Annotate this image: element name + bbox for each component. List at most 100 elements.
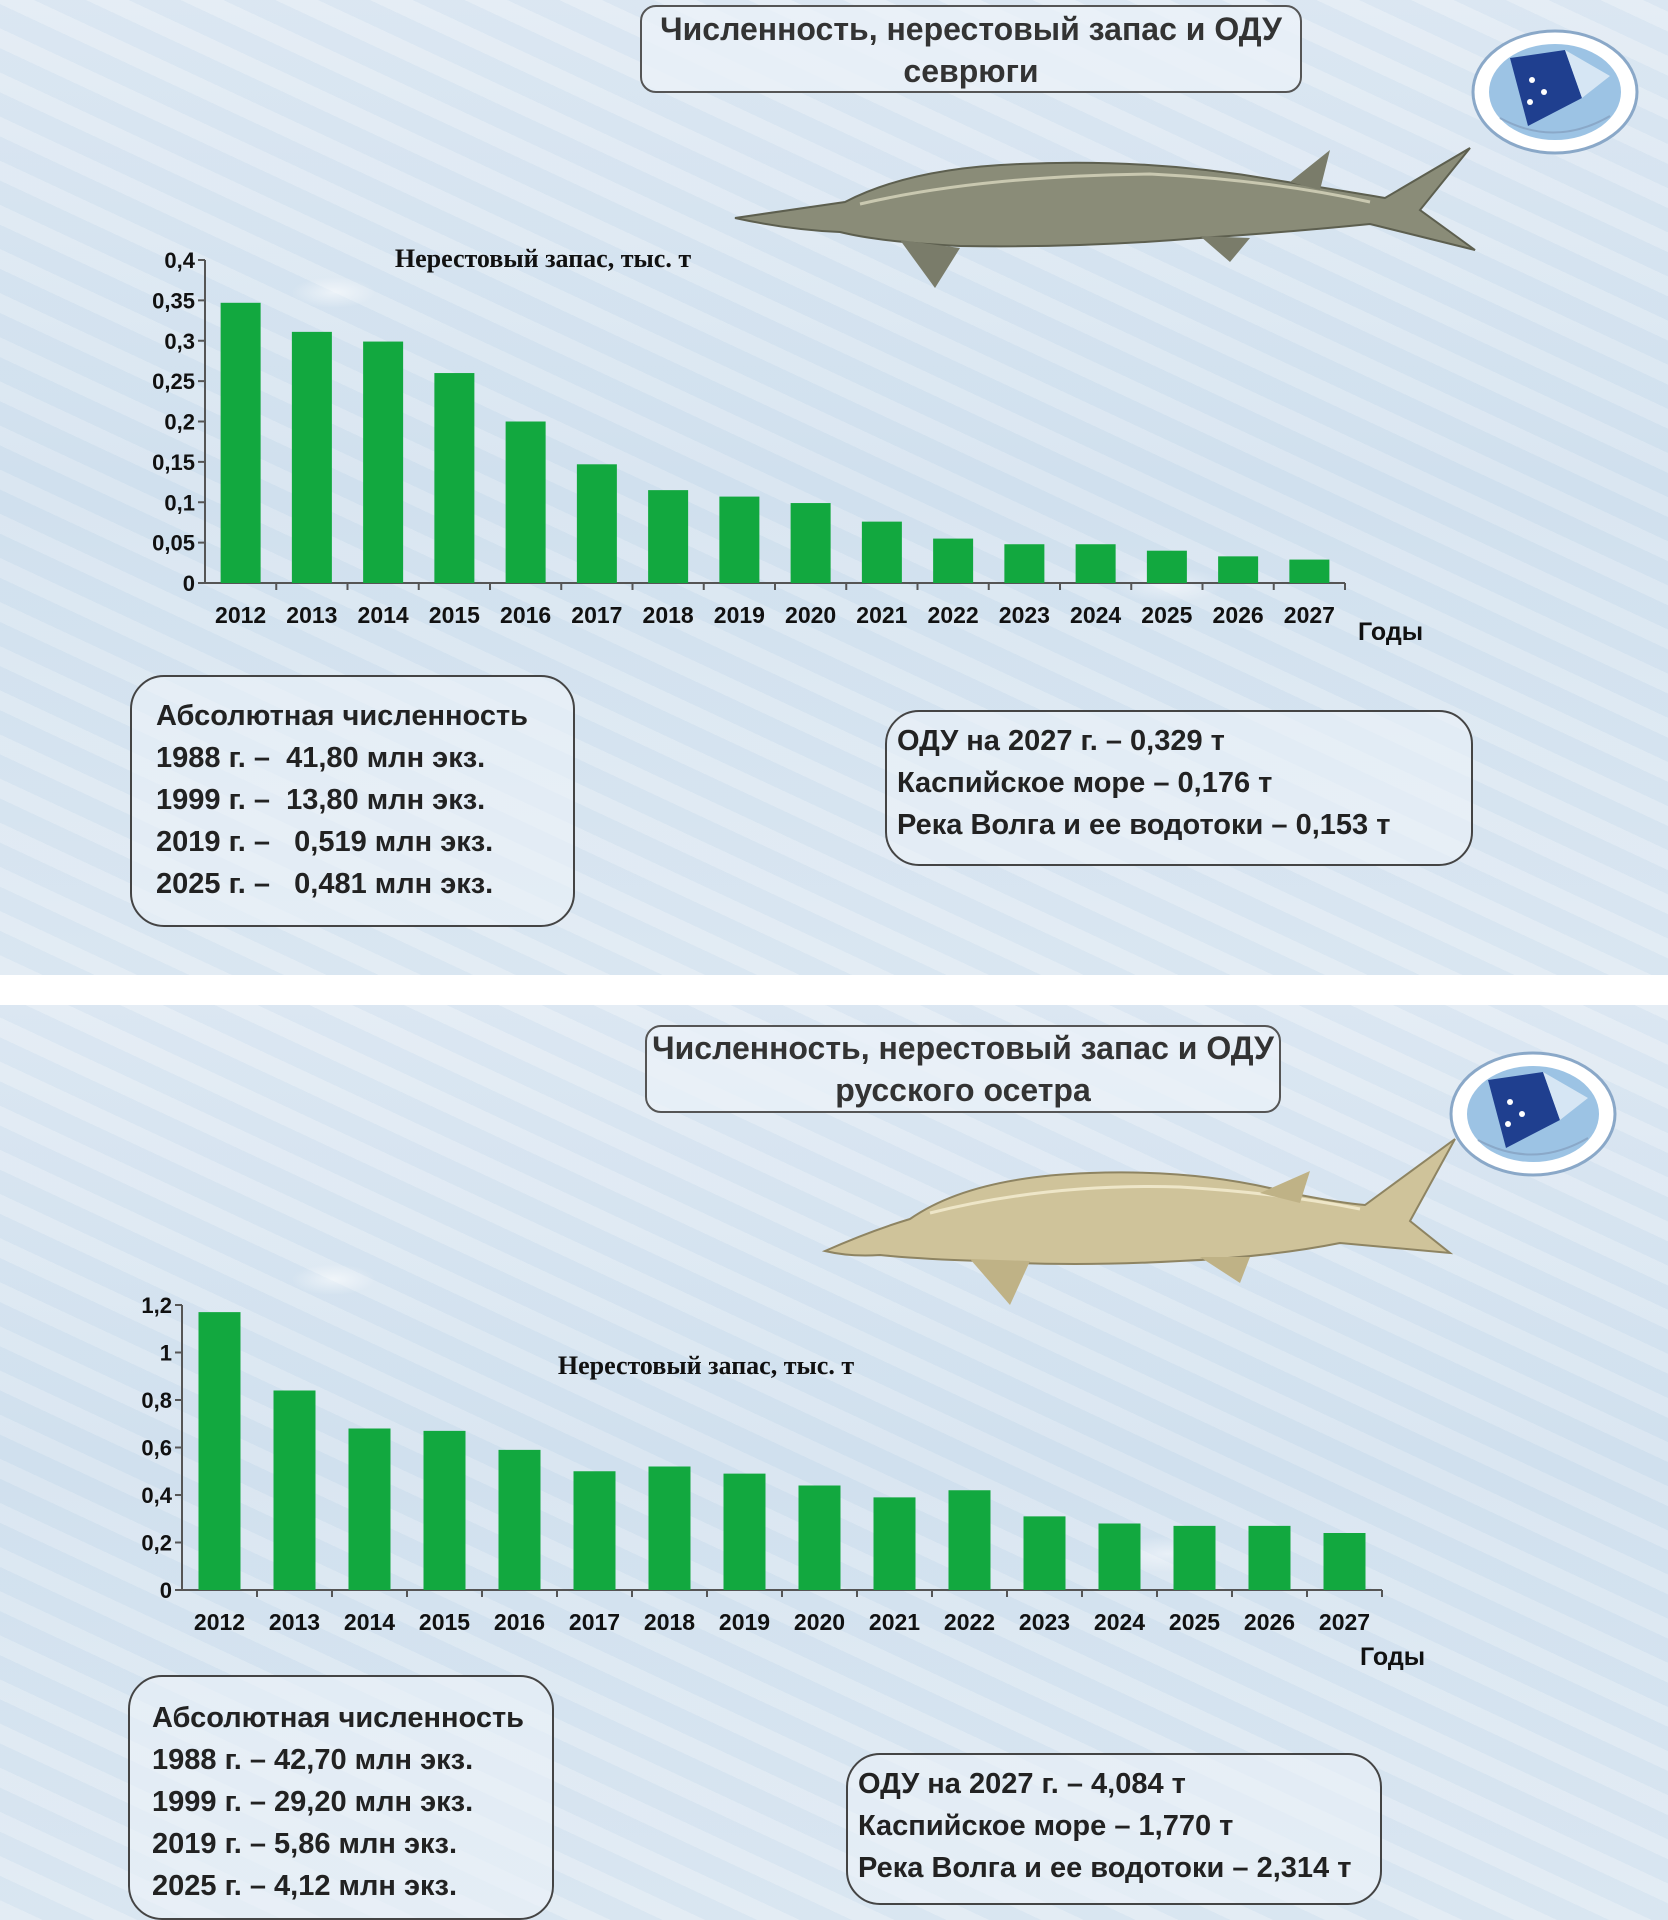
x-tick-label: 2017 [571, 602, 622, 628]
abs-count-line: 1999 г. – 13,80 млн экз. [156, 784, 486, 816]
x-tick-label: 2027 [1319, 1609, 1370, 1635]
slide-title-line1: Численность, нерестовый запас и ОДУ [652, 1030, 1274, 1066]
abs-count-box: Абсолютная численность 1988 г. – 42,70 м… [128, 1675, 554, 1920]
x-tick-label: 2017 [569, 1609, 620, 1635]
bar [1075, 544, 1116, 583]
y-tick-label: 0,05 [152, 531, 195, 556]
y-tick-label: 0,2 [164, 410, 195, 435]
bar [291, 331, 332, 583]
x-tick-label: 2019 [719, 1609, 770, 1635]
y-tick-label: 1 [160, 1341, 172, 1366]
y-tick-label: 0 [183, 571, 195, 596]
x-tick-label: 2024 [1094, 1609, 1145, 1635]
bar [790, 503, 831, 583]
x-tick-label: 2018 [644, 1609, 695, 1635]
y-tick-label: 0,6 [141, 1436, 172, 1461]
bar [1004, 544, 1045, 583]
abs-count-line: 2025 г. – 0,481 млн экз. [156, 868, 494, 900]
abs-count-line: 1988 г. – 42,70 млн экз. [152, 1744, 474, 1776]
x-tick-label: 2020 [785, 602, 836, 628]
x-tick-label: 2020 [794, 1609, 845, 1635]
bar [363, 341, 404, 583]
vniro-logo-icon [1471, 29, 1639, 155]
bar [273, 1390, 316, 1590]
x-tick-label: 2016 [500, 602, 551, 628]
bar [948, 1490, 991, 1590]
bar [198, 1312, 241, 1590]
x-tick-label: 2015 [429, 602, 480, 628]
slide-russian-sturgeon: Численность, нерестовый запас и ОДУ русс… [0, 1005, 1668, 1920]
x-tick-label: 2026 [1213, 602, 1264, 628]
bar-chart-russian-sturgeon: 0 0,2 0,4 0,6 0,8 1 1,2 2012 2013 2014 2015 2016 201… [141, 1293, 1425, 1671]
y-tick-label: 0,4 [164, 248, 195, 273]
y-tick-label: 0 [160, 1578, 172, 1603]
odu-line: Каспийское море – 0,176 т [897, 767, 1273, 799]
abs-count-line: 2019 г. – 0,519 млн экз. [156, 826, 494, 858]
x-tick-label: 2025 [1141, 602, 1192, 628]
x-tick-label: 2012 [194, 1609, 245, 1635]
odu-box: ОДУ на 2027 г. – 4,084 т Каспийское море… [846, 1753, 1382, 1905]
x-tick-label: 2027 [1284, 602, 1335, 628]
slide-title-line2: севрюги [903, 53, 1039, 89]
x-tick-label: 2014 [358, 602, 409, 628]
x-tick-label: 2022 [928, 602, 979, 628]
y-tick-label: 0,1 [164, 490, 195, 515]
odu-line: Река Волга и ее водотоки – 0,153 т [897, 809, 1391, 841]
x-tick-label: 2022 [944, 1609, 995, 1635]
y-tick-label: 0,25 [152, 369, 195, 394]
x-tick-label: 2013 [269, 1609, 320, 1635]
bar [723, 1473, 766, 1590]
abs-count-box: Абсолютная численность 1988 г. – 41,80 м… [130, 675, 575, 927]
x-tick-label: 2018 [643, 602, 694, 628]
x-tick-label: 2016 [494, 1609, 545, 1635]
chart-title: Нерестовый запас, тыс. т [395, 244, 691, 273]
sturgeon-fish-icon [734, 147, 1476, 288]
bar [423, 1430, 466, 1590]
x-tick-label: 2015 [419, 1609, 470, 1635]
abs-count-line: 1999 г. – 29,20 млн экз. [152, 1786, 474, 1818]
x-tick-label: 2021 [856, 602, 907, 628]
x-tick-label: 2019 [714, 602, 765, 628]
odu-line: ОДУ на 2027 г. – 0,329 т [897, 725, 1225, 757]
bar [434, 373, 475, 583]
slide-title-line2: русского осетра [835, 1072, 1091, 1108]
abs-count-line: 2019 г. – 5,86 млн экз. [152, 1828, 457, 1860]
y-tick-label: 0,35 [152, 288, 195, 313]
bar [1146, 550, 1187, 583]
bar [498, 1449, 541, 1590]
x-tick-label: 2012 [215, 602, 266, 628]
bar [505, 421, 546, 583]
vniro-logo-icon [1449, 1051, 1617, 1177]
bar [1173, 1525, 1216, 1590]
bar [648, 490, 689, 583]
x-tick-label: 2026 [1244, 1609, 1295, 1635]
abs-count-line: 1988 г. – 41,80 млн экз. [156, 742, 486, 774]
abs-count-title: Абсолютная численность [152, 1702, 524, 1734]
odu-line: ОДУ на 2027 г. – 4,084 т [858, 1768, 1186, 1800]
bar [1218, 556, 1259, 583]
bar [861, 521, 902, 583]
bar [1323, 1533, 1366, 1590]
bar [220, 302, 261, 583]
bar [1248, 1525, 1291, 1590]
x-axis-title: Годы [1358, 618, 1423, 646]
x-tick-label: 2023 [999, 602, 1050, 628]
x-tick-label: 2024 [1070, 602, 1121, 628]
sturgeon-fish-icon [821, 1138, 1456, 1305]
x-tick-label: 2021 [869, 1609, 920, 1635]
x-tick-label: 2023 [1019, 1609, 1070, 1635]
bar [798, 1485, 841, 1590]
bar-chart-sevryuga: 0 0,05 0,1 0,15 0,2 0,25 0,3 0,35 0,4 2012 2013 201… [152, 244, 1423, 646]
slide-sevryuga: Численность, нерестовый запас и ОДУ севр… [0, 0, 1668, 975]
slide-title: Численность, нерестовый запас и ОДУ севр… [640, 5, 1302, 93]
x-tick-label: 2013 [286, 602, 337, 628]
bar [873, 1497, 916, 1590]
y-tick-label: 0,15 [152, 450, 195, 475]
bar [648, 1466, 691, 1590]
chart-title: Нерестовый запас, тыс. т [558, 1351, 854, 1380]
y-tick-label: 0,3 [164, 329, 195, 354]
bar [348, 1428, 391, 1590]
bar [719, 496, 760, 583]
y-tick-label: 0,2 [141, 1531, 172, 1556]
y-tick-label: 0,4 [141, 1483, 172, 1508]
